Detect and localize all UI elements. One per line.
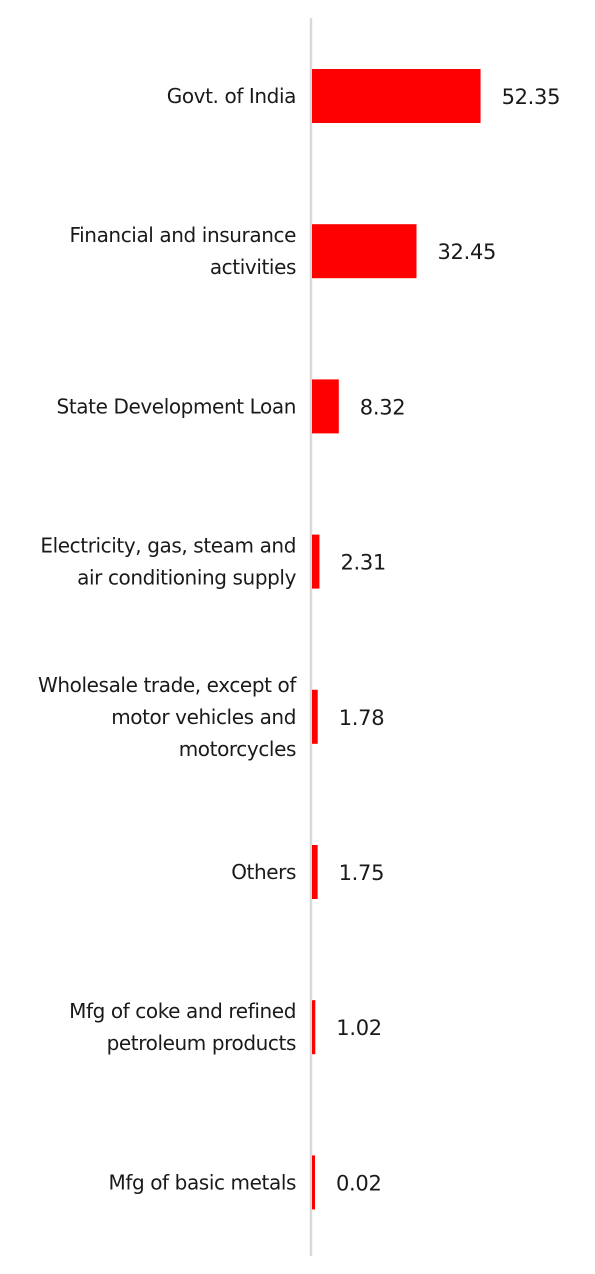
category-label-line: Electricity, gas, steam and (40, 534, 296, 558)
category-label-line: activities (210, 255, 296, 279)
value-label-7: 0.02 (336, 1171, 382, 1195)
bar-7 (312, 1155, 315, 1210)
bar-0 (312, 69, 481, 123)
category-label-3: Electricity, gas, steam and air condition… (40, 534, 296, 590)
category-label-7: Mfg of basic metals (108, 1170, 296, 1194)
category-label-line: Govt. of India (167, 84, 296, 108)
category-label-line: motor vehicles and (111, 705, 296, 729)
category-label-0: Govt. of India (167, 84, 296, 108)
bars-group (312, 69, 481, 1210)
bar-1 (312, 224, 417, 279)
value-label-0: 52.35 (502, 85, 561, 109)
category-label-line: Others (231, 860, 296, 884)
bar-3 (312, 534, 320, 589)
value-label-6: 1.02 (336, 1016, 382, 1040)
value-labels-group: 52.35 32.45 8.32 2.31 1.78 1.75 1.02 0.02 (336, 85, 560, 1195)
category-label-line: motorcycles (179, 737, 296, 761)
value-label-4: 1.78 (339, 706, 385, 730)
category-label-line: petroleum products (107, 1031, 296, 1055)
category-label-6: Mfg of coke and refined petroleum product… (69, 999, 296, 1055)
category-label-line: Mfg of coke and refined (69, 999, 296, 1023)
category-label-2: State Development Loan (57, 394, 296, 418)
value-label-2: 8.32 (360, 395, 406, 419)
bar-2 (312, 379, 339, 434)
bar-6 (312, 1000, 316, 1055)
category-label-1: Financial and insurance activities (69, 223, 296, 279)
category-label-line: Mfg of basic metals (108, 1170, 296, 1194)
category-label-4: Wholesale trade, except of motor vehicles… (38, 673, 297, 761)
category-labels-group: Govt. of India Financial and insurance act… (38, 84, 298, 1194)
category-label-line: Financial and insurance (69, 223, 296, 247)
category-label-line: State Development Loan (57, 394, 296, 418)
value-label-5: 1.75 (339, 861, 385, 885)
bar-4 (312, 689, 318, 744)
category-label-line: Wholesale trade, except of (38, 673, 297, 697)
bar-5 (312, 845, 318, 899)
value-label-3: 2.31 (340, 551, 386, 575)
value-label-1: 32.45 (437, 240, 496, 264)
category-label-5: Others (231, 860, 296, 884)
category-label-line: air conditioning supply (77, 566, 296, 590)
